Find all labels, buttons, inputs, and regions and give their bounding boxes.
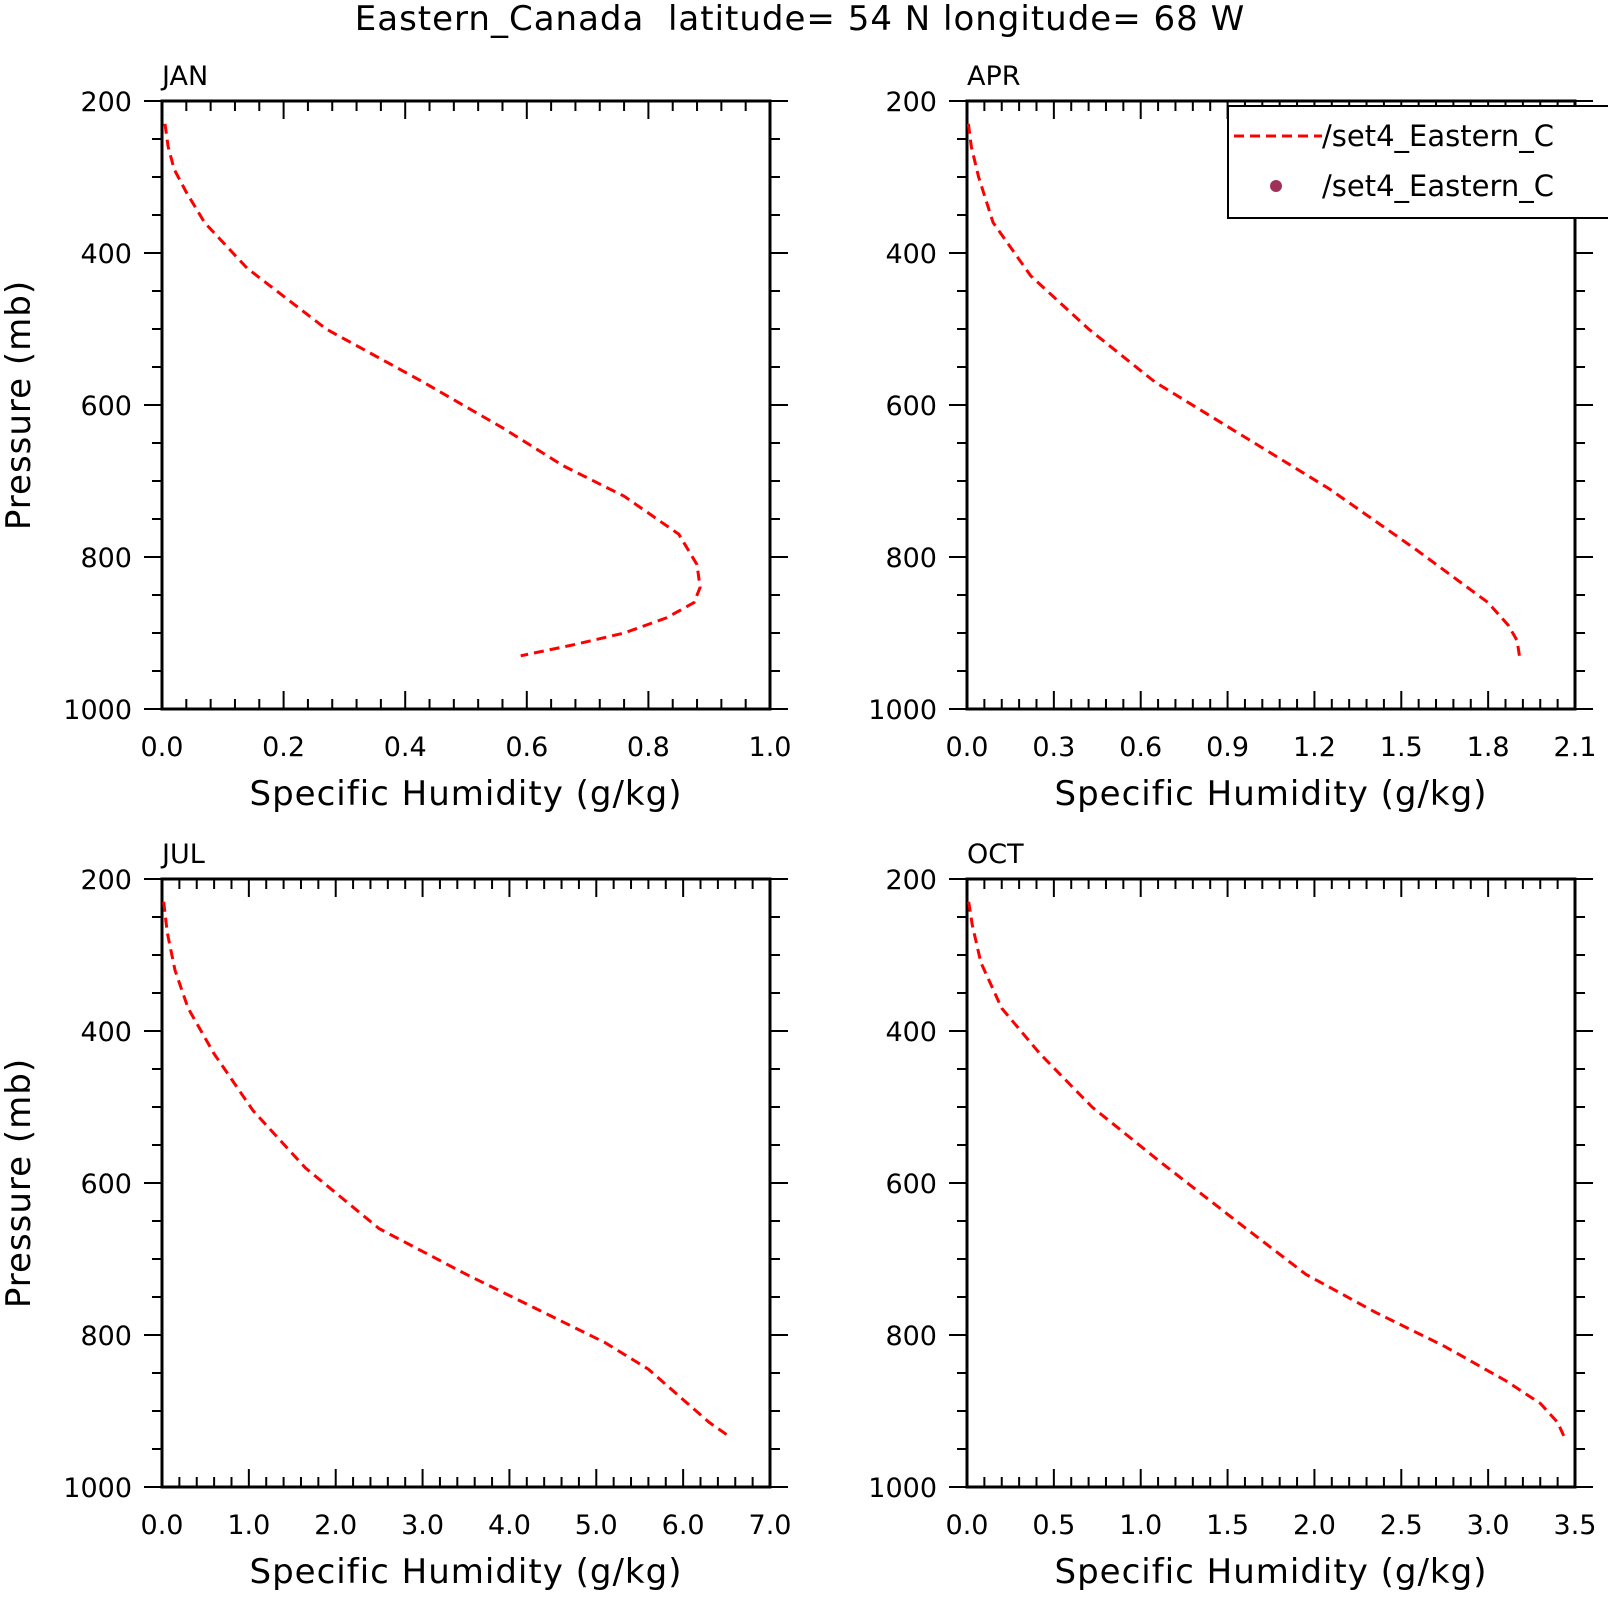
x-tick-label: 1.0 — [749, 732, 792, 763]
panel-jul: JUL 0.0 1.0 2.0 3.0 4.0 5.0 6.0 7.0 200 400 600 800 1… — [0, 839, 791, 1592]
x-tick-label: 2.1 — [1554, 732, 1597, 763]
x-tick-label: 1.5 — [1206, 1510, 1249, 1541]
y-tick-label: 400 — [885, 239, 937, 270]
panel-label: APR — [967, 61, 1021, 92]
y-tick-label: 400 — [885, 1017, 937, 1048]
x-tick-label: 3.5 — [1554, 1510, 1597, 1541]
x-axis-label: Specific Humidity (g/kg) — [1055, 1552, 1488, 1592]
x-tick-label: 1.0 — [227, 1510, 270, 1541]
y-tick-label: 600 — [885, 1169, 937, 1200]
y-tick-label: 800 — [80, 1321, 132, 1352]
x-axis-label: Specific Humidity (g/kg) — [250, 774, 683, 814]
x-tick-label: 0.8 — [627, 732, 670, 763]
x-tick-label: 2.0 — [314, 1510, 357, 1541]
x-tick-label: 0.2 — [262, 732, 305, 763]
legend: /set4_Eastern_C/set4_Eastern_C — [1227, 105, 1608, 219]
legend-marker-swatch — [1270, 180, 1282, 192]
series-line-oct — [967, 901, 1568, 1443]
y-tick-label: 1000 — [63, 1473, 132, 1504]
y-tick-label: 1000 — [868, 1473, 937, 1504]
x-tick-label: 1.8 — [1467, 732, 1510, 763]
y-tick-label: 200 — [80, 87, 132, 118]
x-tick-label: 1.5 — [1380, 732, 1423, 763]
x-tick-label: 0.0 — [141, 1510, 184, 1541]
figure-title: Eastern_Canada latitude= 54 N longitude=… — [355, 0, 1245, 39]
y-tick-label: 600 — [80, 1169, 132, 1200]
legend-label: /set4_Eastern_C — [1322, 169, 1554, 203]
y-tick-label: 600 — [80, 391, 132, 422]
x-tick-label: 5.0 — [575, 1510, 618, 1541]
plot-frame — [160, 877, 772, 1489]
legend-box — [1227, 105, 1608, 219]
x-tick-label: 2.0 — [1293, 1510, 1336, 1541]
y-tick-label: 800 — [885, 543, 937, 574]
panels: JAN 0.0 0.2 0.4 0.6 0.8 1.0 200 400 600 800 1000 Spe… — [0, 61, 1596, 1592]
x-tick-label: 0.4 — [384, 732, 427, 763]
x-tick-label: 0.6 — [505, 732, 548, 763]
panel-oct: OCT 0.0 0.5 1.0 1.5 2.0 2.5 3.0 3.5 200 400 600 800 1… — [868, 839, 1596, 1592]
y-axis-label: Pressure (mb) — [0, 1058, 39, 1308]
x-tick-label: 2.5 — [1380, 1510, 1423, 1541]
y-tick-label: 800 — [80, 543, 132, 574]
y-tick-label: 800 — [885, 1321, 937, 1352]
y-tick-label: 400 — [80, 1017, 132, 1048]
plot-frame — [965, 877, 1577, 1489]
x-tick-label: 3.0 — [1467, 1510, 1510, 1541]
series-line-apr — [966, 123, 1522, 660]
panel-jan: JAN 0.0 0.2 0.4 0.6 0.8 1.0 200 400 600 800 1000 Spe… — [0, 61, 791, 814]
y-tick-label: 1000 — [63, 695, 132, 726]
y-tick-label: 200 — [80, 865, 132, 896]
plot-frame — [160, 99, 772, 711]
x-tick-label: 1.2 — [1293, 732, 1336, 763]
panel-label: OCT — [967, 839, 1024, 870]
y-tick-label: 200 — [885, 87, 937, 118]
x-tick-label: 0.0 — [946, 1510, 989, 1541]
y-tick-label: 600 — [885, 391, 937, 422]
y-axis-label: Pressure (mb) — [0, 280, 39, 530]
x-axis-label: Specific Humidity (g/kg) — [250, 1552, 683, 1592]
x-axis-label: Specific Humidity (g/kg) — [1055, 774, 1488, 814]
x-tick-label: 0.0 — [141, 732, 184, 763]
panel-label: JAN — [160, 61, 208, 92]
x-tick-label: 4.0 — [488, 1510, 531, 1541]
x-tick-label: 0.9 — [1206, 732, 1249, 763]
y-tick-label: 200 — [885, 865, 937, 896]
y-tick-label: 400 — [80, 239, 132, 270]
x-tick-label: 7.0 — [749, 1510, 792, 1541]
series-line-jul — [162, 901, 732, 1439]
x-tick-label: 0.5 — [1032, 1510, 1075, 1541]
series-line-jan — [163, 123, 702, 658]
y-tick-label: 1000 — [868, 695, 937, 726]
x-tick-label: 0.3 — [1032, 732, 1075, 763]
x-tick-label: 1.0 — [1119, 1510, 1162, 1541]
legend-label: /set4_Eastern_C — [1322, 119, 1554, 153]
panel-label: JUL — [160, 839, 205, 870]
x-tick-label: 3.0 — [401, 1510, 444, 1541]
x-tick-label: 0.0 — [946, 732, 989, 763]
x-tick-label: 6.0 — [662, 1510, 705, 1541]
x-tick-label: 0.6 — [1119, 732, 1162, 763]
